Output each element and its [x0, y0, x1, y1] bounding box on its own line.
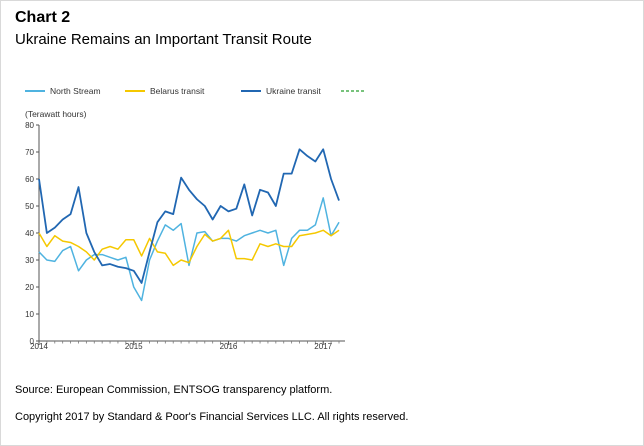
y-axis-unit-label: (Terawatt hours)	[25, 109, 87, 119]
y-tick-label: 0	[30, 337, 35, 346]
axes: 0 10 20 30 40 50 60 70 80 2014 2015 2016 2017	[25, 121, 345, 351]
belarus-transit-points	[38, 230, 340, 266]
ukraine-transit-points	[38, 149, 340, 283]
north-stream-points	[38, 197, 340, 301]
series-layer	[38, 148, 340, 302]
x-tick-label: 2014	[30, 342, 48, 351]
y-tick-label: 10	[25, 310, 34, 319]
copyright-note: Copyright 2017 by Standard & Poor's Fina…	[15, 411, 409, 423]
legend-label: Ukraine transit	[266, 86, 321, 96]
y-tick-label: 30	[25, 256, 34, 265]
y-tick-label: 80	[25, 121, 34, 130]
chart-number: Chart 2	[15, 9, 71, 26]
line-chart: North Stream Belarus transit Ukraine trans…	[25, 86, 365, 351]
legend-label: North Stream	[50, 86, 101, 96]
north-stream-line	[38, 197, 340, 302]
x-tick-label: 2017	[314, 342, 332, 351]
legend-label: Belarus transit	[150, 86, 205, 96]
source-note: Source: European Commission, ENTSOG tran…	[15, 384, 333, 396]
y-tick-label: 40	[25, 229, 34, 238]
y-tick-label: 60	[25, 175, 34, 184]
chart-title: Ukraine Remains an Important Transit Rou…	[15, 31, 312, 48]
x-tick-label: 2016	[220, 342, 238, 351]
y-tick-label: 20	[25, 283, 34, 292]
y-tick-label: 50	[25, 202, 34, 211]
x-tick-label: 2015	[125, 342, 143, 351]
y-tick-label: 70	[25, 148, 34, 157]
legend: North Stream Belarus transit Ukraine trans…	[25, 86, 365, 96]
